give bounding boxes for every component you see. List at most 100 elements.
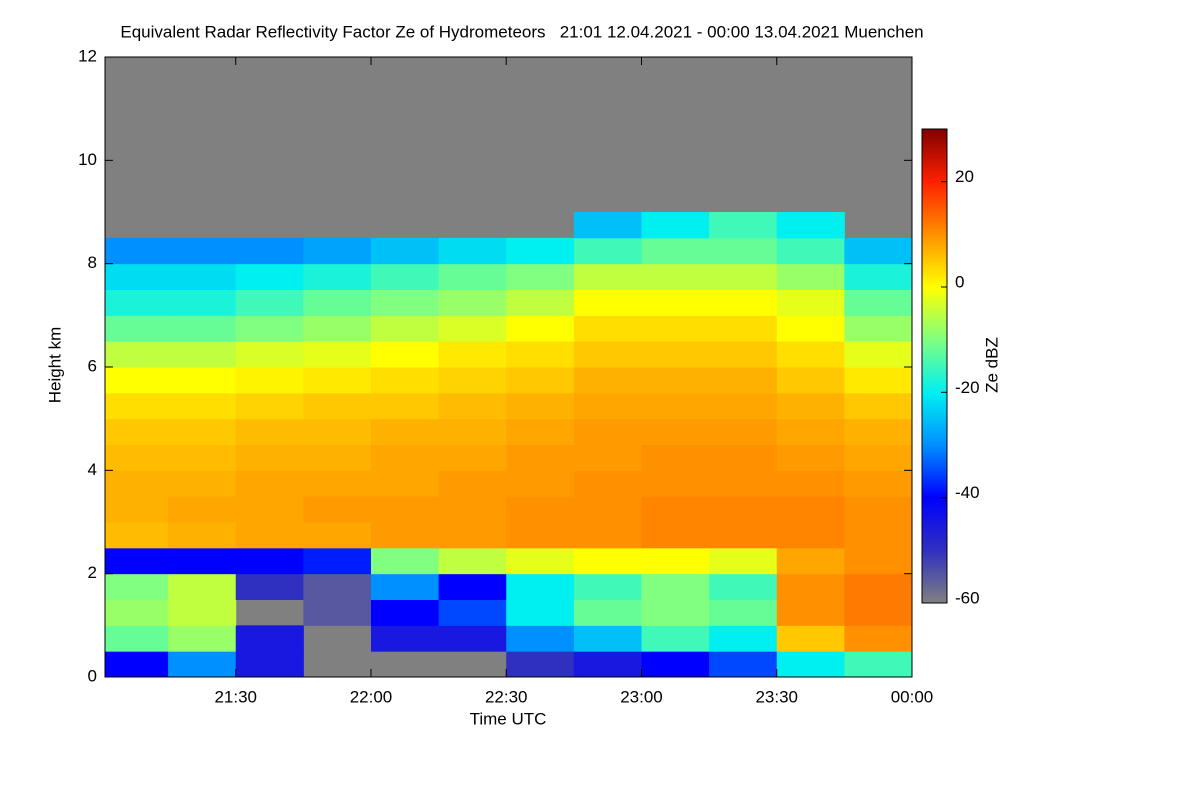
heatmap-cell: [573, 418, 642, 445]
heatmap-cell: [168, 341, 237, 368]
heatmap-cell: [641, 367, 710, 394]
heatmap-cell: [844, 599, 912, 626]
heatmap-cell: [105, 573, 169, 600]
heatmap-cell: [641, 212, 710, 239]
heatmap-cell: [776, 289, 845, 316]
heatmap-cell: [105, 289, 169, 316]
heatmap-cell: [709, 367, 778, 394]
heatmap-cell: [641, 237, 710, 265]
heatmap-cell: [303, 367, 372, 394]
heatmap-cell: [844, 522, 912, 549]
heatmap-cell: [235, 341, 304, 368]
heatmap-cell: [235, 315, 304, 342]
heatmap-cell: [573, 341, 642, 368]
y-tick-label: 10: [78, 150, 97, 169]
heatmap-cell: [709, 651, 778, 677]
heatmap-cell: [776, 341, 845, 368]
heatmap-cell: [573, 599, 642, 626]
heatmap-cell: [235, 496, 304, 523]
heatmap-cell: [303, 263, 372, 290]
heatmap-cell: [370, 599, 440, 626]
heatmap-cell: [303, 237, 372, 265]
heatmap-cell: [506, 496, 575, 523]
heatmap-cell: [709, 418, 778, 445]
heatmap-cell: [303, 418, 372, 445]
heatmap-cell: [776, 496, 845, 523]
heatmap-cell: [168, 444, 237, 471]
x-tick-label: 23:00: [620, 687, 663, 706]
heatmap-cell: [709, 444, 778, 471]
heatmap-cell: [641, 289, 710, 316]
heatmap-cell: [235, 263, 304, 290]
heatmap-cell: [438, 573, 507, 600]
colorbar-tick-label: -40: [955, 483, 980, 502]
heatmap-cell: [370, 470, 440, 497]
heatmap-cell: [641, 625, 710, 652]
heatmap-cell: [168, 496, 237, 523]
heatmap-cell: [105, 470, 169, 497]
heatmap-cell: [168, 289, 237, 316]
heatmap-cell: [506, 573, 575, 600]
heatmap-cell: [573, 625, 642, 652]
heatmap-cell: [370, 392, 440, 420]
heatmap-cell: [370, 496, 440, 523]
heatmap-cell: [168, 547, 237, 575]
colorbar-tick-label: -20: [955, 378, 980, 397]
y-axis-label: Height km: [45, 327, 64, 404]
heatmap-cell: [844, 315, 912, 342]
heatmap-cell: [709, 522, 778, 549]
heatmap-cell: [709, 470, 778, 497]
heatmap-cell: [303, 289, 372, 316]
heatmap-cell: [168, 418, 237, 445]
heatmap-cell: [776, 651, 845, 677]
x-tick-label: 21:30: [214, 687, 257, 706]
heatmap-cell: [844, 573, 912, 600]
heatmap-cell: [776, 418, 845, 445]
heatmap-cell: [370, 573, 440, 600]
colorbar: [921, 128, 948, 604]
heatmap-cell: [370, 237, 440, 265]
chart-title: Equivalent Radar Reflectivity Factor Ze …: [120, 22, 923, 41]
heatmap-cell: [776, 315, 845, 342]
heatmap-cell: [844, 496, 912, 523]
heatmap-cell: [844, 547, 912, 575]
heatmap: [105, 212, 912, 677]
heatmap-cell: [506, 237, 575, 265]
heatmap-cell: [506, 341, 575, 368]
heatmap-cell: [506, 522, 575, 549]
heatmap-cell: [168, 315, 237, 342]
heatmap-cell: [235, 367, 304, 394]
y-tick-label: 4: [88, 460, 97, 479]
heatmap-cell: [105, 444, 169, 471]
heatmap-cell: [844, 237, 912, 265]
colorbar-tick-label: -60: [955, 588, 980, 607]
heatmap-cell: [235, 522, 304, 549]
heatmap-cell: [709, 392, 778, 420]
heatmap-cell: [844, 392, 912, 420]
heatmap-cell: [776, 522, 845, 549]
heatmap-cell: [438, 341, 507, 368]
heatmap-cell: [506, 470, 575, 497]
heatmap-cell: [506, 547, 575, 575]
heatmap-cell: [105, 263, 169, 290]
heatmap-cell: [370, 444, 440, 471]
heatmap-cell: [573, 470, 642, 497]
heatmap-cell: [776, 392, 845, 420]
heatmap-cell: [303, 470, 372, 497]
heatmap-cell: [844, 444, 912, 471]
heatmap-cell: [709, 496, 778, 523]
heatmap-cell: [573, 315, 642, 342]
heatmap-cell: [105, 367, 169, 394]
heatmap-cell: [506, 263, 575, 290]
heatmap-cell: [235, 470, 304, 497]
heatmap-cell: [168, 599, 237, 626]
heatmap-cell: [235, 418, 304, 445]
heatmap-cell: [641, 573, 710, 600]
heatmap-cell: [168, 573, 237, 600]
x-axis-label: Time UTC: [470, 709, 547, 728]
heatmap-cell: [168, 651, 237, 677]
heatmap-cell: [370, 289, 440, 316]
heatmap-cell: [641, 263, 710, 290]
heatmap-cell: [709, 212, 778, 239]
heatmap-cell: [709, 263, 778, 290]
